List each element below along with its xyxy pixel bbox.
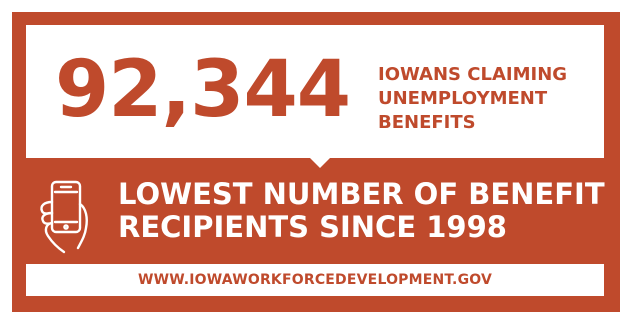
claimants-label-line-1: IOWANS CLAIMING (378, 64, 568, 85)
headline-line-1: LOWEST NUMBER OF BENEFIT (118, 177, 605, 211)
headline: LOWEST NUMBER OF BENEFIT RECIPIENTS SINC… (118, 178, 605, 244)
claimants-label-line-2: UNEMPLOYMENT (378, 88, 548, 109)
stat-box-pointer (309, 157, 331, 168)
stat-box (26, 25, 604, 158)
claimants-label: IOWANS CLAIMING UNEMPLOYMENT BENEFITS (378, 63, 608, 135)
hand-holding-phone-icon (34, 178, 104, 258)
website-url[interactable]: WWW.IOWAWORKFORCEDEVELOPMENT.GOV (137, 272, 493, 288)
claimants-label-line-3: BENEFITS (378, 112, 476, 133)
footer-url-bar: WWW.IOWAWORKFORCEDEVELOPMENT.GOV (26, 264, 604, 296)
headline-line-2: RECIPIENTS SINCE 1998 (118, 210, 507, 244)
claimants-count: 92,344 (55, 45, 351, 135)
